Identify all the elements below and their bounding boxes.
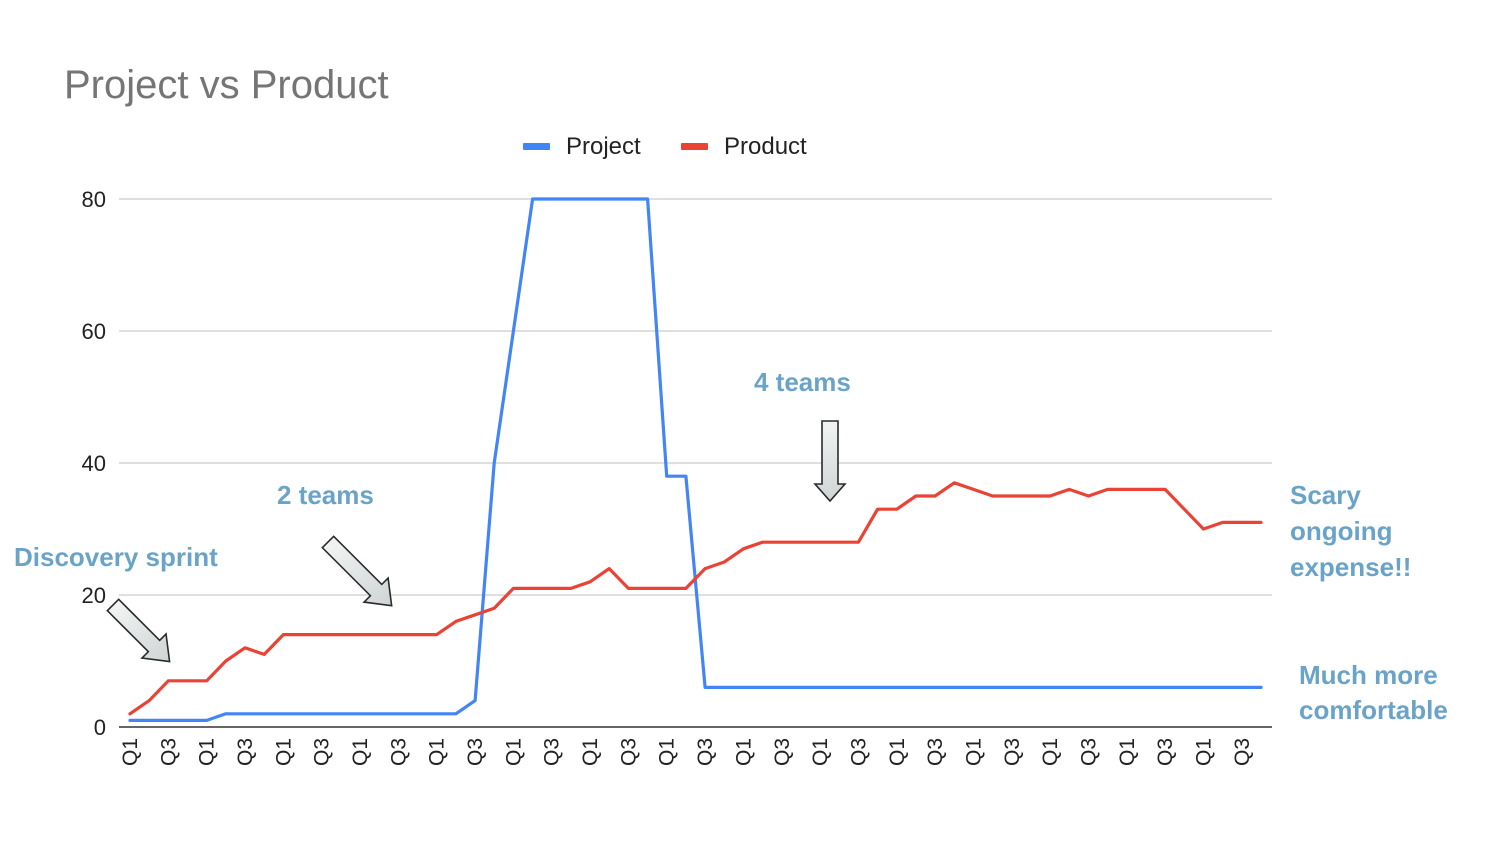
x-tick-label: Q1	[196, 738, 219, 766]
series-line-project	[128, 197, 1263, 723]
gridlines	[119, 198, 1272, 728]
x-tick-label: Q1	[656, 738, 679, 766]
x-tick-label: Q1	[119, 738, 142, 766]
x-axis-ticks: Q1 Q3 Q1 Q3 Q1 Q3 Q1 Q3 Q1 Q3 Q1 Q3 Q1 Q3 Q1 Q3 Q1 Q3 Q1 Q3…	[119, 738, 1254, 766]
series-lines	[128, 197, 1263, 723]
x-tick-label: Q3	[541, 738, 564, 766]
x-tick-label: Q3	[1077, 738, 1100, 766]
annotation-much-more-comfortable: Much more comfortable	[1299, 660, 1448, 725]
annotation-discovery-sprint: Discovery sprint	[14, 542, 218, 572]
annotation-scary-expense: Scary ongoing expense!!	[1290, 480, 1411, 582]
annotation-two-teams: 2 teams	[277, 480, 374, 510]
x-tick-label: Q1	[1192, 738, 1215, 766]
x-tick-label: Q1	[809, 738, 832, 766]
x-tick-label: Q1	[426, 738, 449, 766]
x-tick-label: Q3	[387, 738, 410, 766]
legend-swatch-product	[681, 143, 708, 150]
x-tick-label: Q3	[694, 738, 717, 766]
x-tick-label: Q1	[272, 738, 295, 766]
y-tick-label: 20	[82, 583, 106, 608]
x-tick-label: Q1	[579, 738, 602, 766]
series-line-product	[128, 481, 1263, 716]
x-tick-label: Q3	[924, 738, 947, 766]
x-tick-label: Q3	[1231, 738, 1254, 766]
y-tick-label: 80	[82, 187, 106, 212]
x-tick-label: Q3	[234, 738, 257, 766]
arrow-two-teams	[321, 535, 393, 607]
y-tick-label: 40	[82, 451, 106, 476]
x-tick-label: Q3	[847, 738, 870, 766]
y-tick-label: 0	[94, 715, 106, 740]
arrow-discovery	[106, 598, 171, 663]
y-axis-ticks: 0 20 40 60 80	[82, 187, 106, 740]
x-tick-label: Q3	[311, 738, 334, 766]
legend: Project Product	[523, 133, 807, 160]
y-tick-label: 60	[82, 319, 106, 344]
x-tick-label: Q1	[1039, 738, 1062, 766]
x-tick-label: Q3	[1001, 738, 1024, 766]
x-tick-label: Q1	[1116, 738, 1139, 766]
x-tick-label: Q1	[732, 738, 755, 766]
chart-title: Project vs Product	[64, 63, 389, 107]
x-tick-label: Q1	[349, 738, 372, 766]
x-tick-label: Q3	[1154, 738, 1177, 766]
arrow-four-teams	[813, 420, 847, 503]
x-tick-label: Q1	[886, 738, 909, 766]
x-tick-label: Q3	[464, 738, 487, 766]
x-tick-label: Q3	[157, 738, 180, 766]
x-tick-label: Q3	[617, 738, 640, 766]
x-tick-label: Q3	[771, 738, 794, 766]
legend-label-project: Project	[566, 133, 641, 160]
legend-swatch-project	[523, 143, 550, 150]
legend-label-product: Product	[724, 133, 807, 160]
x-tick-label: Q1	[962, 738, 985, 766]
annotation-four-teams: 4 teams	[754, 367, 851, 397]
x-tick-label: Q1	[502, 738, 525, 766]
